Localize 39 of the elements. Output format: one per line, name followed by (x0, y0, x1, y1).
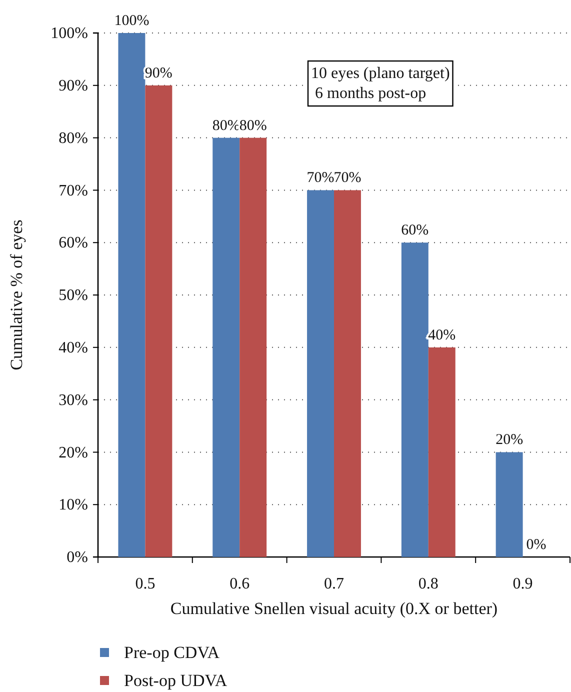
data-label: 90% (144, 65, 172, 82)
y-tick-label: 80% (58, 130, 88, 147)
y-tick-label: 20% (58, 444, 88, 462)
x-tick-label: 0.7 (324, 575, 344, 592)
y-tick-label: 90% (58, 78, 88, 95)
bar (240, 138, 267, 557)
bar (118, 33, 146, 557)
data-label: 60% (401, 222, 429, 239)
x-tick-label: 0.9 (512, 575, 533, 592)
bar (307, 190, 334, 557)
data-label: 80% (212, 118, 240, 134)
x-tick-label: 0.5 (135, 575, 156, 592)
y-tick-label: 100% (50, 25, 88, 42)
legend-label: Pre-op CDVA (124, 643, 220, 662)
data-label: 80% (239, 118, 267, 134)
y-tick-label: 0% (66, 549, 88, 566)
data-label: 70% (306, 170, 334, 186)
data-label: 100% (114, 13, 150, 29)
data-label: 70% (334, 170, 362, 186)
y-tick-label: 10% (58, 496, 88, 514)
annotation: 10 eyes (plano target) 6 months post-op (311, 65, 450, 102)
data-label: 0% (526, 537, 546, 553)
data-label: 20% (496, 432, 524, 448)
y-tick-label: 60% (58, 234, 88, 252)
bar (428, 347, 456, 557)
x-tick-label: 0.8 (418, 575, 438, 592)
y-tick-label: 30% (58, 392, 88, 409)
legend-label: Post-op UDVA (124, 671, 228, 690)
bar (401, 242, 428, 557)
y-tick-label: 70% (58, 182, 88, 200)
bar (496, 452, 523, 557)
x-tick-label: 0.6 (230, 575, 250, 592)
x-axis-title: Cumulative Snellen visual acuity (0.X or better) (170, 599, 498, 618)
y-tick-label: 50% (58, 287, 88, 304)
y-axis-title: Cumulative % of eyes (7, 220, 26, 370)
bar (145, 85, 172, 557)
y-tick-label: 40% (58, 340, 88, 357)
bar (212, 138, 240, 557)
bar (334, 190, 361, 557)
